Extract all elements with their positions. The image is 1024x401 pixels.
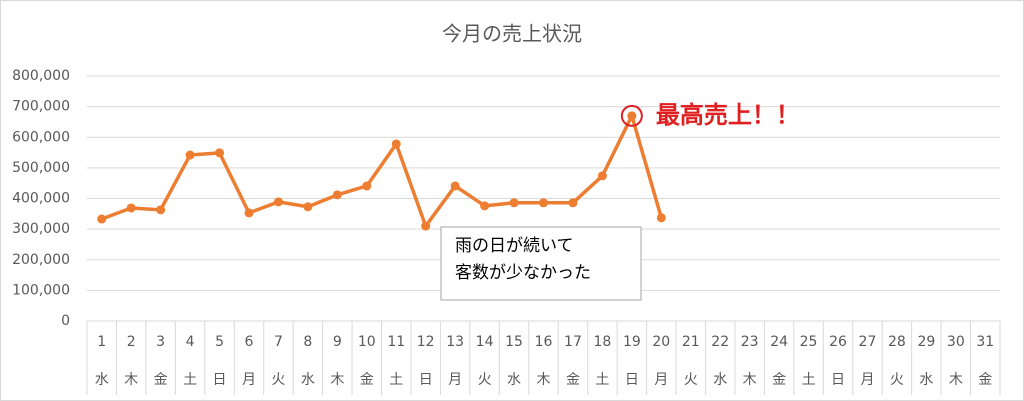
data-point (391, 139, 401, 149)
y-tick-label: 800,000 (12, 68, 70, 84)
data-point (597, 171, 607, 181)
chart-title: 今月の売上状況 (442, 22, 582, 46)
data-point (421, 221, 431, 231)
data-point (156, 205, 166, 215)
y-tick-label: 700,000 (12, 99, 70, 115)
y-tick-label: 500,000 (12, 160, 70, 176)
peak-annotation: 最高売上！！ (656, 101, 800, 129)
x-tick-label: 31 (976, 334, 994, 350)
data-point (450, 181, 460, 191)
x-tick-label: 8 (303, 334, 312, 350)
x-weekday-label: 水 (713, 372, 727, 388)
x-weekday-label: 火 (684, 372, 698, 388)
x-tick-label: 6 (245, 334, 254, 350)
x-tick-label: 25 (800, 334, 818, 350)
y-tick-label: 100,000 (12, 282, 70, 298)
x-tick-label: 2 (127, 334, 136, 350)
x-tick-label: 7 (274, 334, 283, 350)
x-tick-label: 20 (652, 334, 670, 350)
x-tick-label: 4 (186, 334, 195, 350)
x-weekday-label: 水 (301, 372, 315, 388)
x-weekday-label: 金 (566, 372, 580, 388)
x-tick-label: 30 (947, 334, 965, 350)
x-tick-label: 15 (505, 334, 523, 350)
x-tick-label: 26 (829, 334, 847, 350)
x-weekday-label: 日 (213, 372, 227, 388)
data-point (97, 214, 107, 224)
data-point (273, 197, 283, 207)
x-tick-label: 21 (682, 334, 700, 350)
y-tick-label: 400,000 (12, 191, 70, 207)
x-weekday-label: 土 (595, 372, 609, 388)
x-tick-label: 27 (859, 334, 877, 350)
callout-box (440, 226, 642, 301)
data-point (568, 198, 578, 208)
data-point (303, 202, 313, 212)
x-tick-label: 10 (358, 334, 376, 350)
data-point (480, 201, 490, 211)
callout-text: 客数が少なかった (455, 263, 591, 283)
x-weekday-label: 月 (242, 372, 256, 388)
x-tick-label: 22 (711, 334, 729, 350)
x-tick-label: 23 (741, 334, 759, 350)
x-weekday-label: 火 (478, 372, 492, 388)
y-tick-label: 300,000 (12, 221, 70, 237)
x-tick-label: 29 (917, 334, 935, 350)
x-weekday-label: 金 (772, 372, 786, 388)
x-weekday-label: 木 (537, 372, 551, 388)
y-tick-label: 200,000 (12, 252, 70, 268)
x-weekday-label: 土 (183, 372, 197, 388)
data-point (215, 148, 225, 158)
x-weekday-label: 金 (360, 372, 374, 388)
x-weekday-label: 木 (743, 372, 757, 388)
data-point (362, 181, 372, 191)
y-tick-label: 600,000 (12, 129, 70, 145)
x-tick-label: 17 (564, 334, 582, 350)
x-weekday-label: 水 (919, 372, 933, 388)
data-point (509, 198, 519, 208)
data-point (332, 190, 342, 200)
x-weekday-label: 月 (448, 372, 462, 388)
data-point (656, 213, 666, 223)
x-weekday-label: 木 (330, 372, 344, 388)
x-tick-label: 13 (446, 334, 464, 350)
x-tick-label: 16 (535, 334, 553, 350)
x-tick-label: 5 (215, 334, 224, 350)
data-point (126, 203, 136, 213)
sales-line (101, 114, 663, 228)
callout-text: 雨の日が続いて (455, 236, 574, 256)
x-weekday-label: 日 (625, 372, 639, 388)
y-tick-label: 0 (61, 313, 70, 329)
x-tick-label: 19 (623, 334, 641, 350)
x-weekday-label: 金 (978, 372, 992, 388)
data-point (185, 150, 195, 160)
x-weekday-label: 水 (507, 372, 521, 388)
x-tick-label: 3 (156, 334, 165, 350)
x-weekday-label: 金 (154, 372, 168, 388)
data-point (539, 198, 548, 208)
data-point (627, 111, 637, 121)
x-weekday-label: 月 (860, 372, 874, 388)
x-tick-label: 12 (417, 334, 435, 350)
x-tick-label: 18 (593, 334, 611, 350)
x-tick-label: 9 (333, 334, 342, 350)
x-weekday-label: 水 (95, 372, 109, 388)
x-weekday-label: 火 (271, 372, 285, 388)
x-weekday-label: 火 (890, 372, 904, 388)
x-tick-label: 24 (770, 334, 788, 350)
x-weekday-label: 木 (124, 372, 138, 388)
x-weekday-label: 日 (419, 372, 433, 388)
x-weekday-label: 日 (831, 372, 845, 388)
x-tick-label: 11 (387, 334, 405, 350)
x-weekday-label: 土 (389, 372, 403, 388)
x-weekday-label: 木 (949, 372, 963, 388)
x-weekday-label: 土 (802, 372, 816, 388)
x-tick-label: 28 (888, 334, 906, 350)
x-weekday-label: 月 (654, 372, 668, 388)
data-point (244, 208, 254, 218)
x-tick-label: 14 (476, 334, 494, 350)
highlight-ring (620, 104, 643, 127)
x-tick-label: 1 (97, 334, 106, 350)
